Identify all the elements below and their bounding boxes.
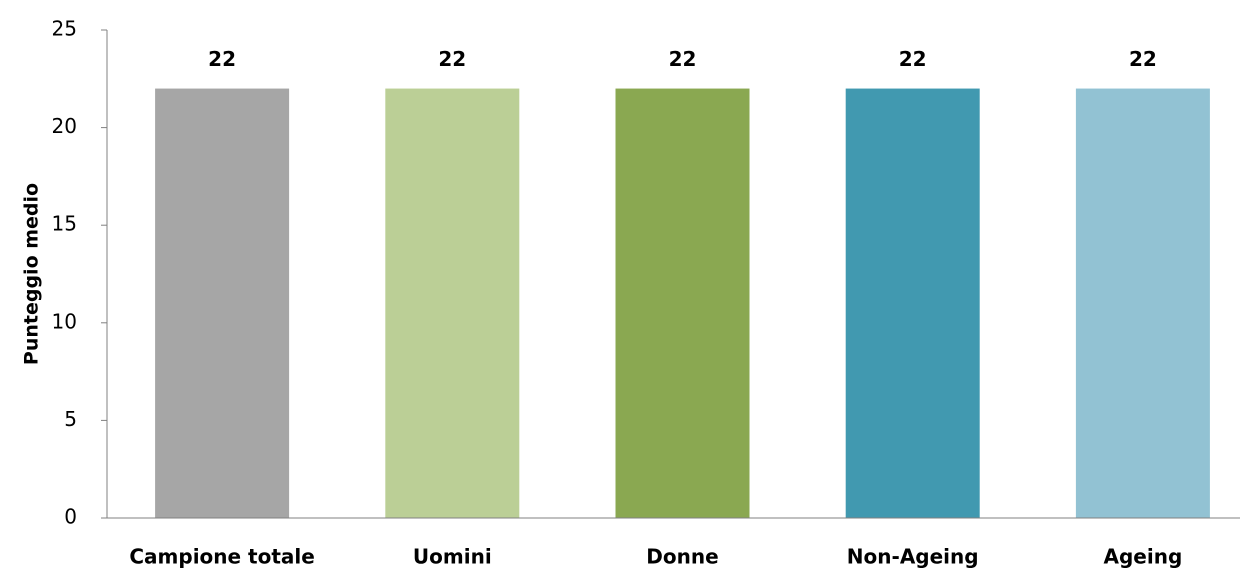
y-tick-label: 15 xyxy=(52,212,77,236)
bar xyxy=(615,88,750,518)
bar xyxy=(1075,88,1210,518)
x-tick-label: Donne xyxy=(646,545,718,569)
y-tick-label: 5 xyxy=(64,407,77,431)
y-tick-label: 25 xyxy=(52,17,77,41)
data-label: 22 xyxy=(208,47,236,71)
data-label: 22 xyxy=(438,47,466,71)
x-tick-label: Uomini xyxy=(413,545,492,569)
y-tick-label: 10 xyxy=(52,309,77,333)
data-label: 22 xyxy=(669,47,697,71)
y-tick-label: 0 xyxy=(64,505,77,529)
data-label: 22 xyxy=(899,47,927,71)
data-label: 22 xyxy=(1129,47,1157,71)
bar xyxy=(385,88,520,518)
x-tick-label: Ageing xyxy=(1104,545,1183,569)
bar xyxy=(155,88,290,518)
y-axis-label: Punteggio medio xyxy=(21,183,43,365)
x-tick-label: Non-Ageing xyxy=(847,545,979,569)
x-tick-label: Campione totale xyxy=(129,545,314,569)
bar xyxy=(845,88,980,518)
y-tick-label: 20 xyxy=(52,114,77,138)
